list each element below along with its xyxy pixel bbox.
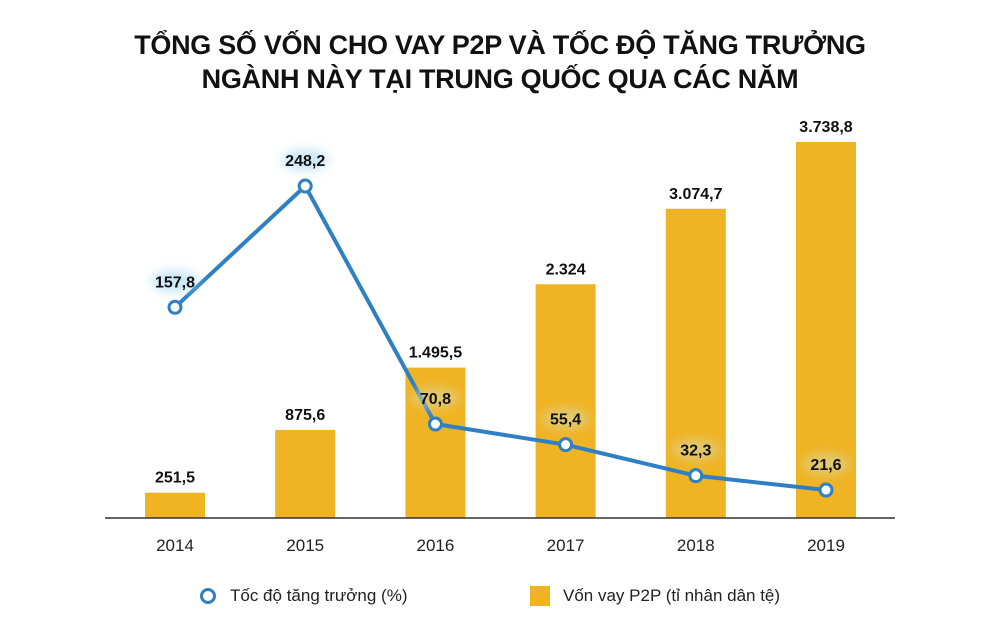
bar-2014: [145, 492, 205, 518]
bar-label-2018: 3.074,7: [669, 186, 722, 203]
bar-label-2014: 251,5: [155, 470, 195, 487]
legend-item-growth: Tốc độ tăng trưởng (%): [200, 586, 408, 606]
growth-label-glow-2019: [802, 453, 850, 476]
bar-2018: [665, 208, 726, 518]
growth-point-2017: [558, 437, 574, 453]
chart-title: TỔNG SỐ VỐN CHO VAY P2P VÀ TỐC ĐỘ TĂNG T…: [0, 28, 1000, 96]
growth-label-2019: 21,6: [810, 457, 841, 474]
growth-label-glow-2016: [411, 387, 460, 410]
bar-label-2015: 875,6: [285, 407, 325, 424]
legend-label-loans: Vốn vay P2P (tỉ nhân dân tệ): [563, 586, 781, 605]
chart-title-line2: NGÀNH NÀY TẠI TRUNG QUỐC QUA CÁC NĂM: [201, 64, 799, 94]
growth-point-2019: [818, 482, 834, 498]
x-tick-label-2014: 2014: [156, 536, 194, 555]
growth-label-2016: 70,8: [420, 391, 451, 408]
growth-label-glow-2014: [151, 270, 199, 293]
legend-item-loans: Vốn vay P2P (tỉ nhân dân tệ): [530, 586, 780, 606]
x-tick-label-2017: 2017: [547, 536, 585, 555]
legend-label-growth: Tốc độ tăng trưởng (%): [230, 586, 408, 605]
growth-label-2018: 32,3: [680, 443, 711, 460]
bar-label-2019: 3.738,8: [799, 119, 852, 136]
growth-label-2017: 55,4: [550, 412, 581, 429]
growth-label-2015: 248,2: [285, 153, 325, 170]
bar-label-2016: 1.495,5: [409, 345, 462, 362]
growth-line: [173, 184, 827, 493]
bar-2017: [535, 284, 596, 518]
legend-bar-swatch-icon: [530, 586, 550, 606]
growth-point-2016: [427, 416, 443, 432]
growth-label-glow-2017: [541, 407, 590, 430]
chart-title-line1: TỔNG SỐ VỐN CHO VAY P2P VÀ TỐC ĐỘ TĂNG T…: [134, 30, 866, 60]
growth-point-2018: [688, 468, 704, 484]
growth-point-2015: [297, 178, 313, 194]
legend-line-marker-icon: [200, 588, 216, 604]
bar-2015: [275, 429, 336, 518]
x-tick-label-2019: 2019: [807, 536, 845, 555]
growth-label-glow-2015: [281, 149, 330, 172]
growth-point-2014: [167, 299, 183, 315]
x-tick-label-2016: 2016: [416, 536, 454, 555]
growth-label-2014: 157,8: [155, 274, 195, 291]
bar-label-2017: 2.324: [546, 261, 586, 278]
x-tick-label-2015: 2015: [286, 536, 324, 555]
growth-label-glow-2018: [671, 438, 720, 461]
x-tick-label-2018: 2018: [677, 536, 715, 555]
